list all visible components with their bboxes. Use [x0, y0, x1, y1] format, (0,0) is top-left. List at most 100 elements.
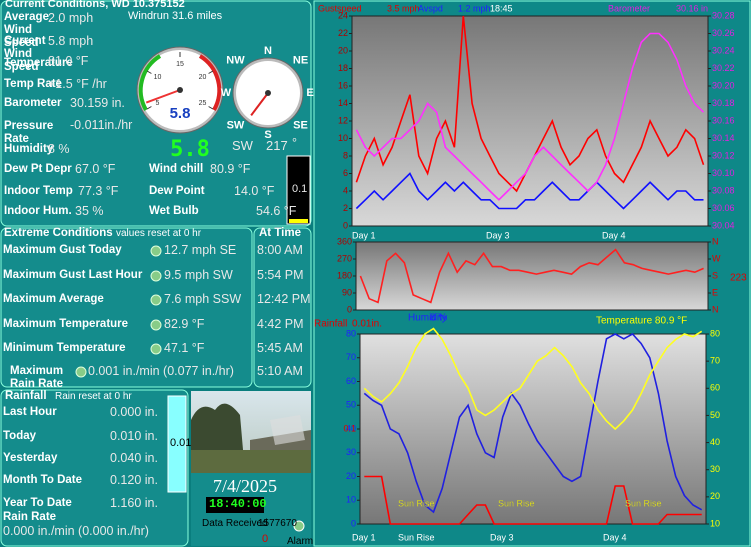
tick-label: 80 — [710, 328, 720, 338]
tick-label: 30.10 — [712, 168, 735, 178]
rain-panel — [0, 389, 189, 547]
value: 0.040 in. — [110, 451, 158, 465]
speed-digital: 5.8 — [170, 137, 210, 162]
label: Barometer — [4, 97, 62, 109]
series-line — [355, 32, 705, 201]
tick-label: 30.06 — [712, 203, 735, 213]
rain-bar-value: 0.1 — [292, 183, 308, 195]
tick-label: N — [712, 236, 719, 246]
gauge-band — [198, 54, 222, 111]
tick-label: 40 — [710, 437, 720, 447]
header-text: 3.5 mph — [387, 3, 420, 13]
value: 1577670 — [258, 518, 297, 529]
compass-label: E — [306, 87, 313, 99]
direction-current: 223 — [730, 273, 747, 284]
gauge-tick-label: 25 — [199, 100, 207, 107]
series-line — [363, 332, 703, 514]
tick-label: 20 — [338, 45, 348, 55]
compass-label: NW — [226, 54, 245, 66]
x-label: Day 1 — [352, 230, 376, 240]
direction: SW — [232, 138, 253, 153]
compass-label: S — [264, 129, 271, 141]
clock-box — [206, 497, 264, 513]
tick-label: 30.22 — [712, 63, 735, 73]
header-text: 0.01in. — [352, 319, 382, 330]
header-text: Avspd — [418, 3, 443, 13]
compass-label: SE — [293, 119, 308, 131]
tick-label: 30.24 — [712, 45, 735, 55]
tick-label: 4 — [343, 185, 348, 195]
tick-label: 70 — [346, 352, 356, 362]
label: Temp Rate — [4, 78, 62, 90]
tick-label: 14 — [338, 98, 348, 108]
annotation: Sun Rise — [498, 498, 535, 508]
value: 0.000 in. — [110, 405, 158, 419]
tick-label: 0 — [343, 220, 348, 230]
value: 5.8 mph — [48, 34, 94, 48]
tick-label: 12 — [338, 115, 348, 125]
value: 77.3 °F — [78, 184, 119, 198]
led — [150, 343, 162, 355]
value: 1.160 in. — [110, 496, 158, 510]
header-text: 30.16 in — [676, 3, 708, 13]
value: 14.0 °F — [234, 184, 275, 198]
tick-label: 2 — [343, 203, 348, 213]
label: Wet Bulb — [149, 205, 199, 217]
gauge-tick — [208, 70, 214, 74]
tick-label: 20 — [346, 471, 356, 481]
label: Dew Point — [149, 185, 205, 197]
speed-readout: 5.8 — [170, 105, 191, 122]
tick-label: 24 — [338, 10, 348, 20]
tick-label: 40 — [346, 423, 356, 433]
series-line — [359, 248, 704, 304]
label: Dew Pt Depr — [4, 163, 72, 175]
tick-label: 30 — [710, 464, 720, 474]
panel-title: Rainfall — [5, 390, 47, 402]
rain-bar — [286, 155, 311, 225]
tick-label: 30.18 — [712, 98, 735, 108]
tick-label: 30.12 — [712, 150, 735, 160]
label: Current Wind Speed — [4, 35, 46, 73]
tick-label: 0 — [347, 304, 352, 314]
tick-label: 180 — [337, 270, 352, 280]
tick-label: 10 — [338, 133, 348, 143]
extreme-panel — [0, 227, 253, 388]
tick-label: 90 — [342, 287, 352, 297]
tick-label: 30.16 — [712, 115, 735, 125]
time: 8:00 AM — [257, 243, 303, 257]
tick-label: 6 — [343, 168, 348, 178]
label: Maximum Rain Rate — [10, 365, 64, 390]
label: Humidity — [4, 143, 54, 155]
label: Indoor Hum. — [4, 205, 72, 217]
gauge-tick-label: 15 — [176, 61, 184, 68]
gauge-tick-label: 20 — [199, 74, 207, 81]
plot-area — [351, 15, 709, 227]
tick-label: 30.08 — [712, 185, 735, 195]
time: 12:42 PM — [257, 292, 311, 306]
annotation: Sun Rise — [398, 498, 435, 508]
value: 9.5 mph SW — [164, 268, 233, 282]
value: 80.9 °F — [210, 162, 251, 176]
panel-title: Current Conditions, WD 10.375152 — [5, 0, 185, 10]
value: 0.010 in. — [110, 429, 158, 443]
tick-label: 16 — [338, 80, 348, 90]
x-label: Day 3 — [490, 532, 514, 542]
degree-unit: ° — [292, 136, 297, 150]
panel-title: Extreme Conditions — [4, 227, 113, 239]
value: 30.159 in. — [70, 96, 125, 110]
direction-needle — [250, 92, 269, 116]
value: 12.7 mph SE — [164, 243, 237, 257]
alarm-led — [293, 520, 305, 532]
tick-label: 0.1 — [343, 423, 356, 433]
gauge-tick-label: 10 — [154, 74, 162, 81]
time-panel — [253, 227, 312, 388]
tick-label: N — [712, 304, 719, 314]
tick-label: 80 — [346, 328, 356, 338]
label: Data Received — [202, 518, 268, 529]
tick-label: 50 — [346, 400, 356, 410]
time: 4:42 PM — [257, 317, 304, 331]
rain-bar-fill — [289, 219, 308, 223]
x-label: Sun Rise — [398, 532, 435, 542]
rain-gauge-value: 0.01 — [170, 437, 192, 449]
